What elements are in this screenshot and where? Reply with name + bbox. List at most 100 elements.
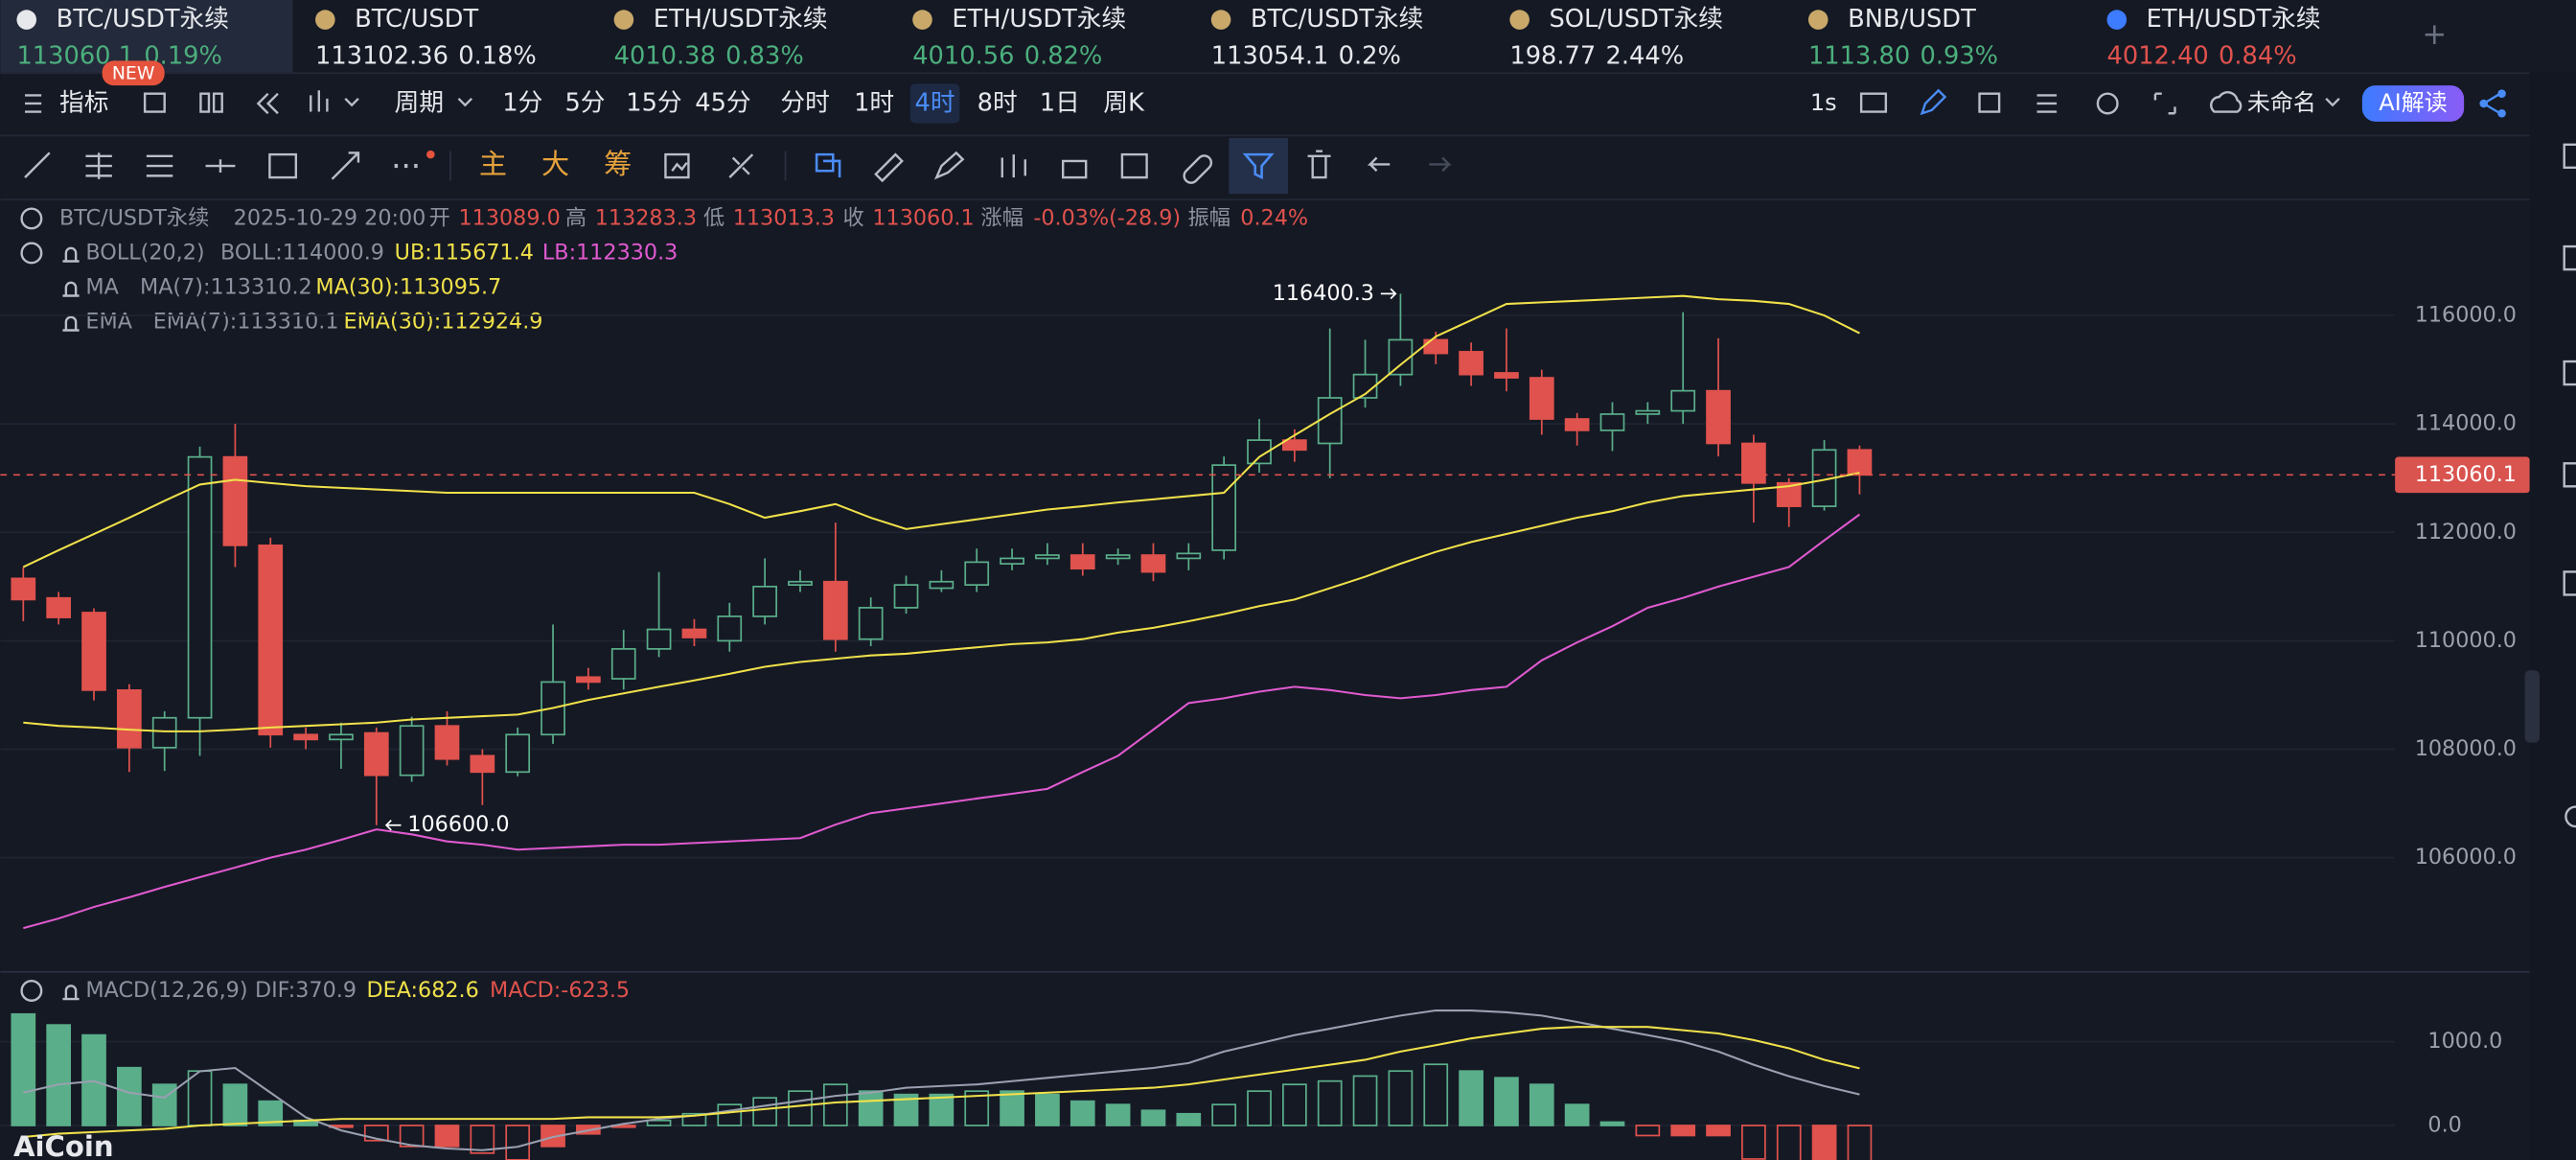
candle-body — [1459, 351, 1484, 376]
tool-button[interactable]: 筹 — [604, 148, 632, 180]
dot-badge — [426, 150, 435, 159]
interval-button[interactable]: 4时 — [914, 88, 954, 117]
interval-button[interactable]: 5分 — [564, 88, 605, 117]
indicator-icon[interactable] — [25, 94, 42, 113]
interval-button[interactable]: 1时 — [854, 88, 894, 117]
tab-quote[interactable]: 4010.56 0.82% — [912, 41, 1102, 70]
tab-icon[interactable] — [912, 10, 932, 30]
interval-button[interactable]: 分时 — [780, 88, 829, 117]
tab-name[interactable]: BTC/USDT永续 — [1251, 5, 1423, 34]
draw-icon[interactable] — [1920, 88, 1947, 116]
tab-name[interactable]: ETH/USDT永续 — [2147, 5, 2321, 34]
tab-name[interactable]: BNB/USDT — [1848, 5, 1976, 34]
tab-icon[interactable] — [315, 10, 335, 30]
interval-button[interactable]: 45分 — [695, 88, 750, 117]
tab-icon[interactable] — [2106, 10, 2128, 30]
chart-type-icon[interactable] — [310, 90, 359, 112]
layout-icon[interactable] — [199, 92, 211, 113]
tab-name[interactable]: ETH/USDT永续 — [952, 5, 1126, 34]
indicator-name: EMA — [85, 309, 132, 334]
period-button[interactable]: 周期 — [395, 88, 444, 117]
ai-button-bg[interactable] — [2361, 85, 2465, 122]
fib-tool[interactable] — [146, 154, 173, 177]
candle-tool[interactable] — [1000, 154, 1026, 178]
rect-tool[interactable] — [268, 152, 298, 179]
tool-icon[interactable] — [815, 152, 841, 178]
tool-button[interactable]: 主 — [479, 148, 507, 180]
share-icon — [2479, 99, 2488, 108]
tool-icon[interactable] — [664, 152, 690, 179]
tab-icon[interactable] — [1807, 10, 1828, 30]
macd-bar — [1035, 1093, 1060, 1126]
tab-name[interactable]: BTC/USDT — [355, 5, 478, 34]
sidebar-icon[interactable] — [2563, 570, 2576, 596]
lock-tool[interactable] — [1061, 159, 1088, 179]
candle-body — [505, 733, 531, 774]
sidebar-icon[interactable] — [2563, 360, 2576, 386]
tool-button[interactable]: 大 — [541, 148, 569, 180]
list-icon[interactable] — [2036, 94, 2058, 113]
bell-icon[interactable] — [62, 315, 80, 332]
macd-bar — [399, 1125, 425, 1148]
note-icon[interactable] — [1978, 92, 2001, 113]
indicator-button[interactable]: 指标 — [59, 88, 108, 117]
tab-quote[interactable]: 1113.80 0.93% — [1808, 41, 1998, 70]
sidebar-icon[interactable] — [2563, 143, 2576, 170]
interval-button[interactable]: 1分 — [502, 88, 542, 117]
collapse-icon[interactable] — [20, 207, 43, 230]
tab-name[interactable]: ETH/USDT永续 — [654, 5, 828, 34]
tab-icon[interactable] — [16, 10, 37, 30]
settings-icon[interactable] — [2096, 92, 2119, 115]
delete-tool[interactable] — [1307, 150, 1331, 179]
speed-button[interactable]: 1s — [1810, 89, 1837, 116]
indicator-name: MA — [85, 274, 119, 299]
tab-name[interactable]: SOL/USDT永续 — [1550, 5, 1723, 34]
tab-quote[interactable]: 113054.1 0.2% — [1211, 41, 1401, 70]
sidebar-handle[interactable] — [2524, 670, 2540, 743]
replay-icon[interactable] — [256, 92, 279, 115]
ruler-tool[interactable] — [874, 152, 904, 183]
interval-button[interactable]: 8时 — [978, 88, 1018, 117]
interval-button[interactable]: 15分 — [626, 88, 681, 117]
template-icon[interactable] — [143, 92, 166, 113]
sidebar-icon[interactable] — [2563, 462, 2576, 488]
bell-icon[interactable] — [62, 985, 80, 1001]
interval-button[interactable]: 周K — [1103, 88, 1145, 117]
interval-button[interactable]: 1日 — [1040, 88, 1080, 117]
tab-quote[interactable]: 4012.40 0.84% — [2107, 41, 2297, 70]
tab-name[interactable]: BTC/USDT永续 — [57, 5, 229, 34]
candle-body — [81, 612, 106, 691]
sidebar-icon[interactable] — [2563, 244, 2576, 271]
arrow-tool[interactable] — [331, 151, 360, 180]
undo-tool[interactable] — [1367, 156, 1391, 173]
ai-button[interactable]: AI解读 — [2379, 89, 2447, 116]
collapse-icon[interactable] — [20, 242, 43, 265]
magnet-tool[interactable] — [1183, 154, 1213, 184]
filter-tool[interactable] — [1242, 152, 1275, 180]
tab-icon[interactable] — [1509, 10, 1530, 30]
hline-tool[interactable] — [205, 159, 236, 173]
redo-tool[interactable] — [1429, 156, 1452, 173]
layout-icon[interactable] — [212, 92, 223, 113]
edit-tool[interactable] — [1120, 152, 1148, 179]
cloud-icon[interactable] — [2210, 91, 2242, 113]
camera-icon[interactable] — [1859, 92, 1888, 113]
tool-icon[interactable] — [728, 153, 754, 178]
collapse-icon[interactable] — [20, 979, 43, 1002]
layout-name[interactable]: 未命名 — [2247, 89, 2316, 116]
tab-quote[interactable]: 113102.36 0.18% — [315, 41, 537, 70]
tab-icon[interactable] — [1210, 10, 1231, 30]
macd-bar — [929, 1093, 954, 1126]
bell-icon[interactable] — [62, 246, 80, 263]
tab-quote[interactable]: 4010.38 0.83% — [614, 41, 804, 70]
tab-quote[interactable]: 198.77 2.44% — [1509, 41, 1684, 70]
candle-body — [1706, 389, 1731, 445]
brush-tool[interactable] — [933, 151, 965, 180]
add-tab-icon[interactable]: + — [2422, 17, 2447, 52]
fullscreen-icon[interactable] — [2153, 92, 2176, 115]
y-tick-label: 106000.0 — [2415, 845, 2517, 870]
tab-icon[interactable] — [613, 10, 634, 30]
line-tool[interactable] — [24, 151, 51, 178]
channel-tool[interactable] — [85, 152, 112, 179]
bell-icon[interactable] — [62, 281, 80, 297]
